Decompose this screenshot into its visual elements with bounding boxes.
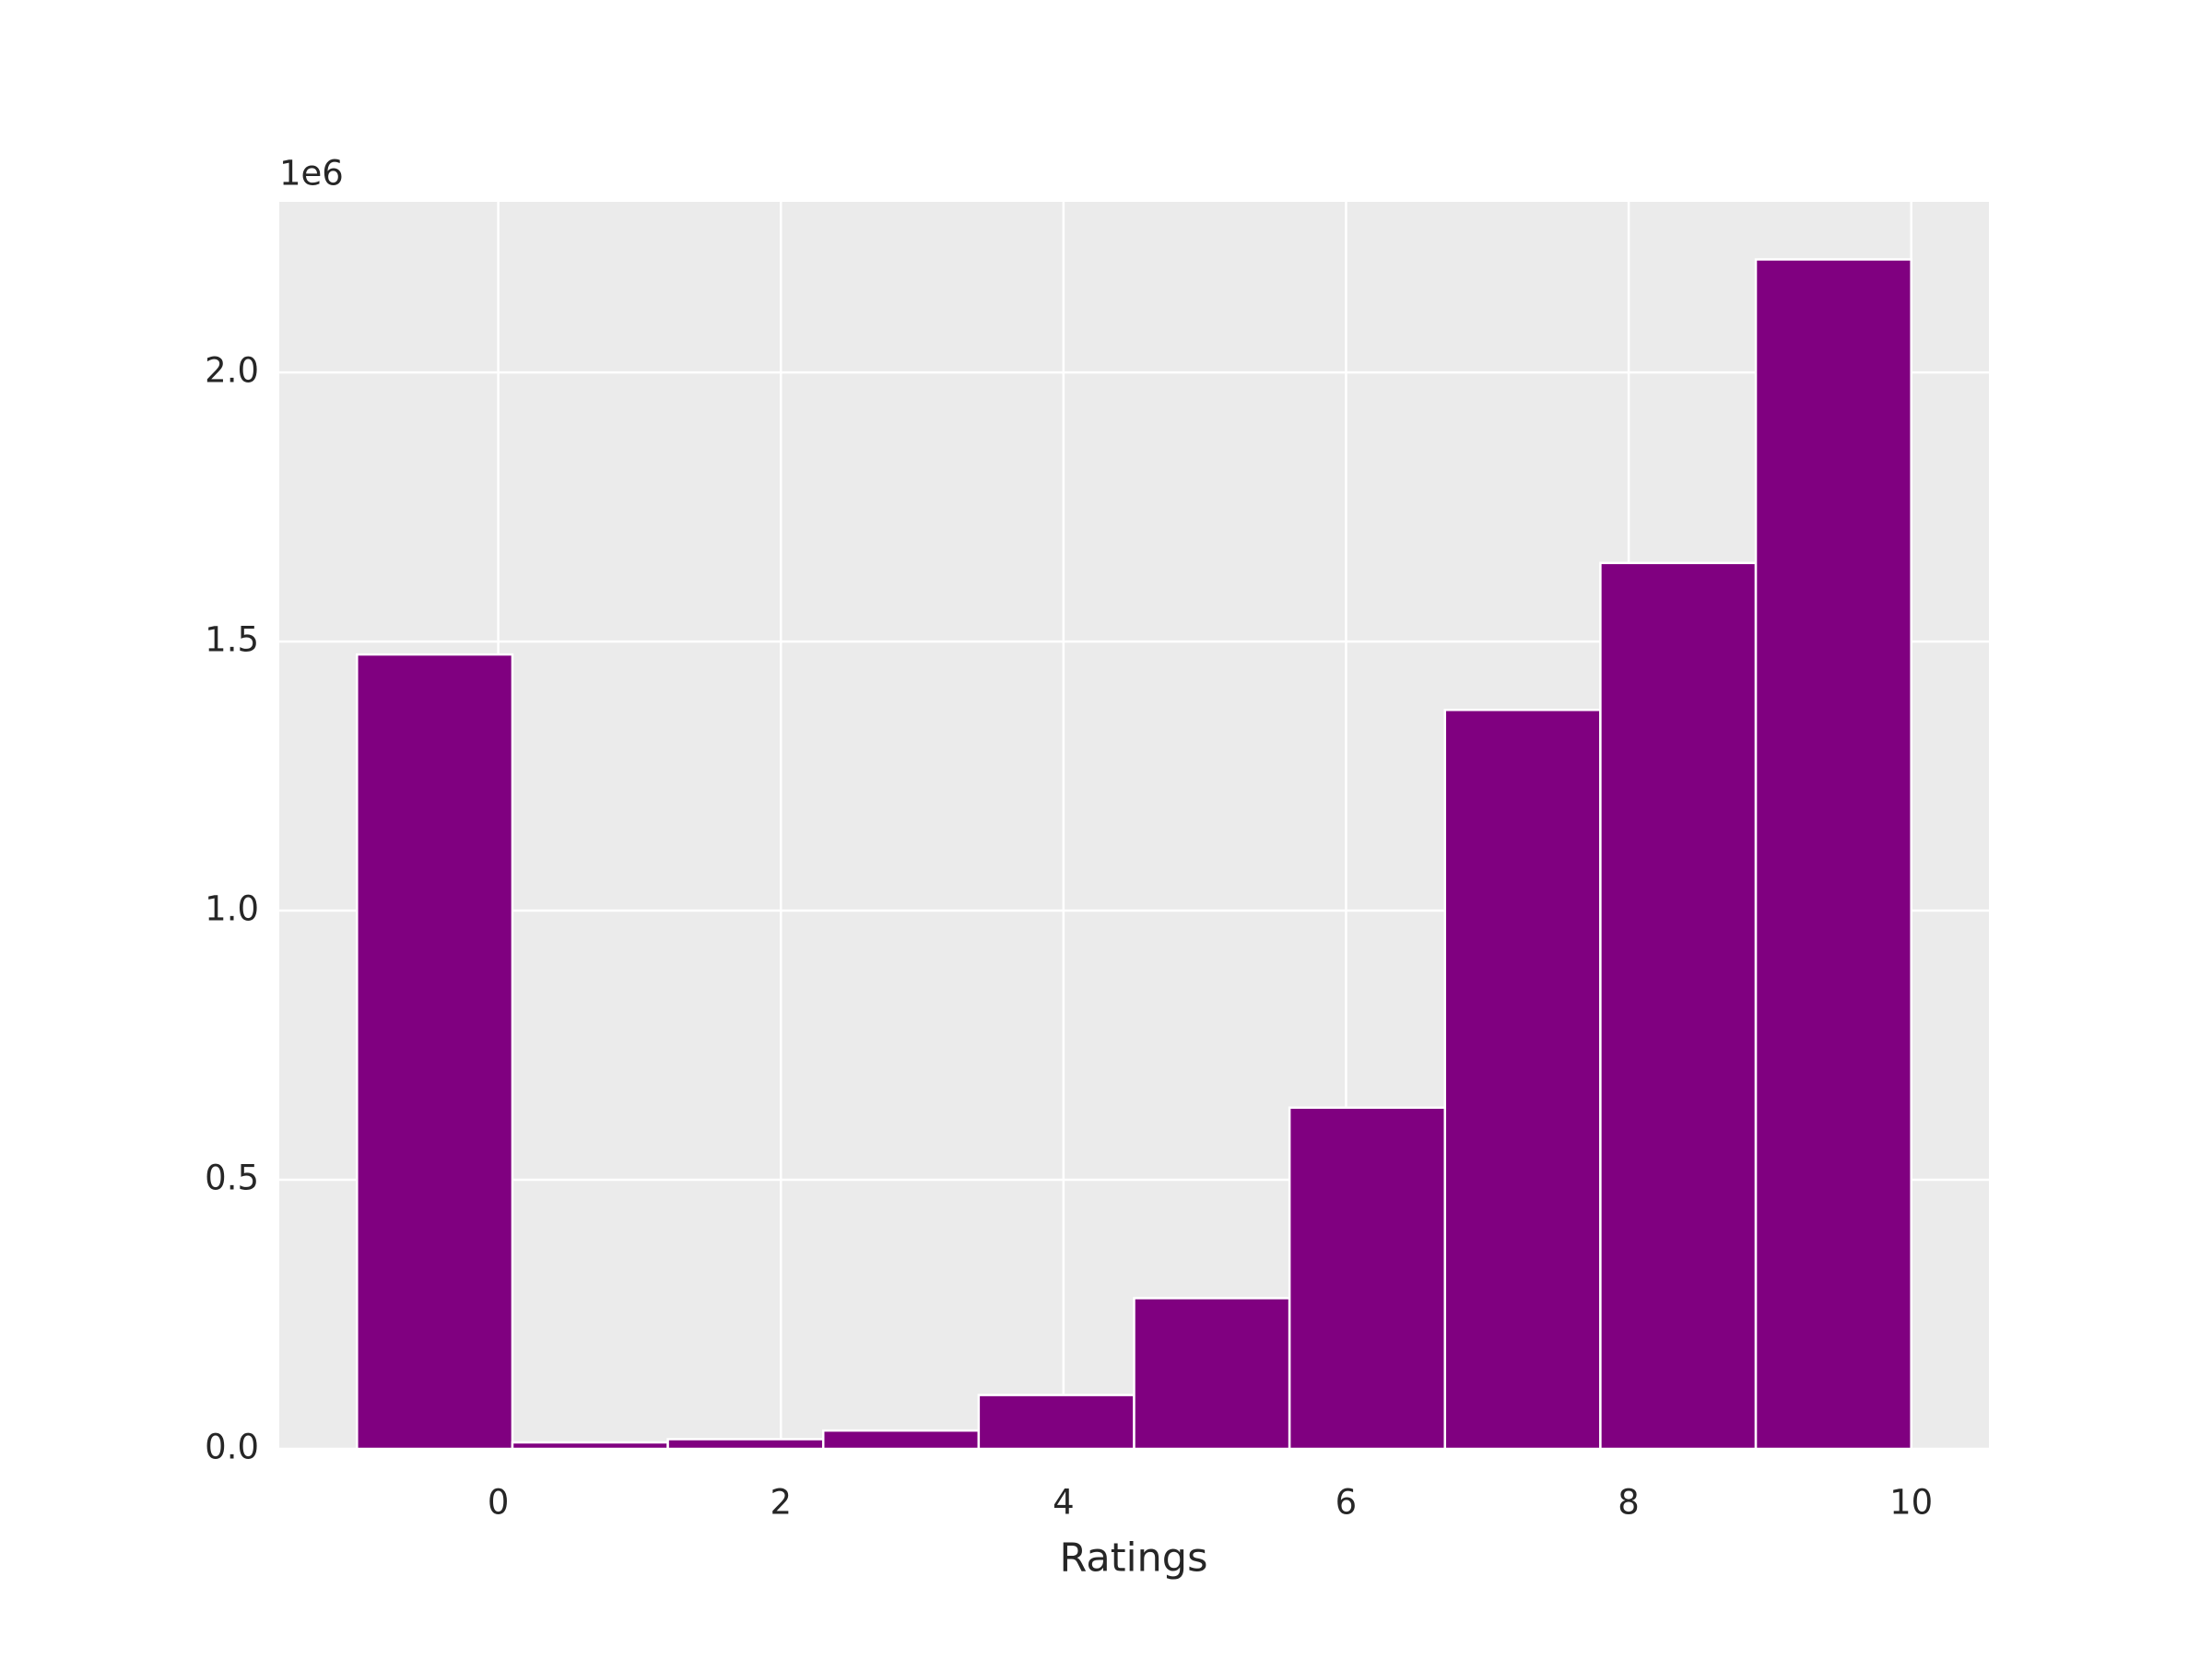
bar [977, 1394, 1135, 1451]
bar [511, 1441, 669, 1451]
y-tick-label: 0.5 [205, 1159, 259, 1198]
bar [356, 653, 514, 1451]
y-tick-label: 1.5 [205, 620, 259, 660]
y-offset-label: 1e6 [279, 154, 344, 194]
bar [821, 1429, 981, 1451]
bar [1443, 708, 1602, 1451]
x-axis-label: Ratings [1059, 1535, 1207, 1582]
x-tick-label: 8 [1618, 1483, 1640, 1523]
bar [1599, 561, 1758, 1451]
x-tick-label: 10 [1889, 1483, 1933, 1523]
x-tick-label: 0 [488, 1483, 510, 1523]
y-tick-label: 1.0 [205, 889, 259, 929]
bar [1754, 258, 1912, 1451]
bar [1288, 1106, 1447, 1451]
y-tick-label: 0.0 [205, 1428, 259, 1467]
bar [1133, 1297, 1291, 1451]
x-tick-label: 4 [1053, 1483, 1075, 1523]
x-tick-label: 2 [770, 1483, 792, 1523]
bar [666, 1438, 825, 1451]
x-tick-label: 6 [1335, 1483, 1358, 1523]
y-tick-label: 2.0 [205, 351, 259, 391]
